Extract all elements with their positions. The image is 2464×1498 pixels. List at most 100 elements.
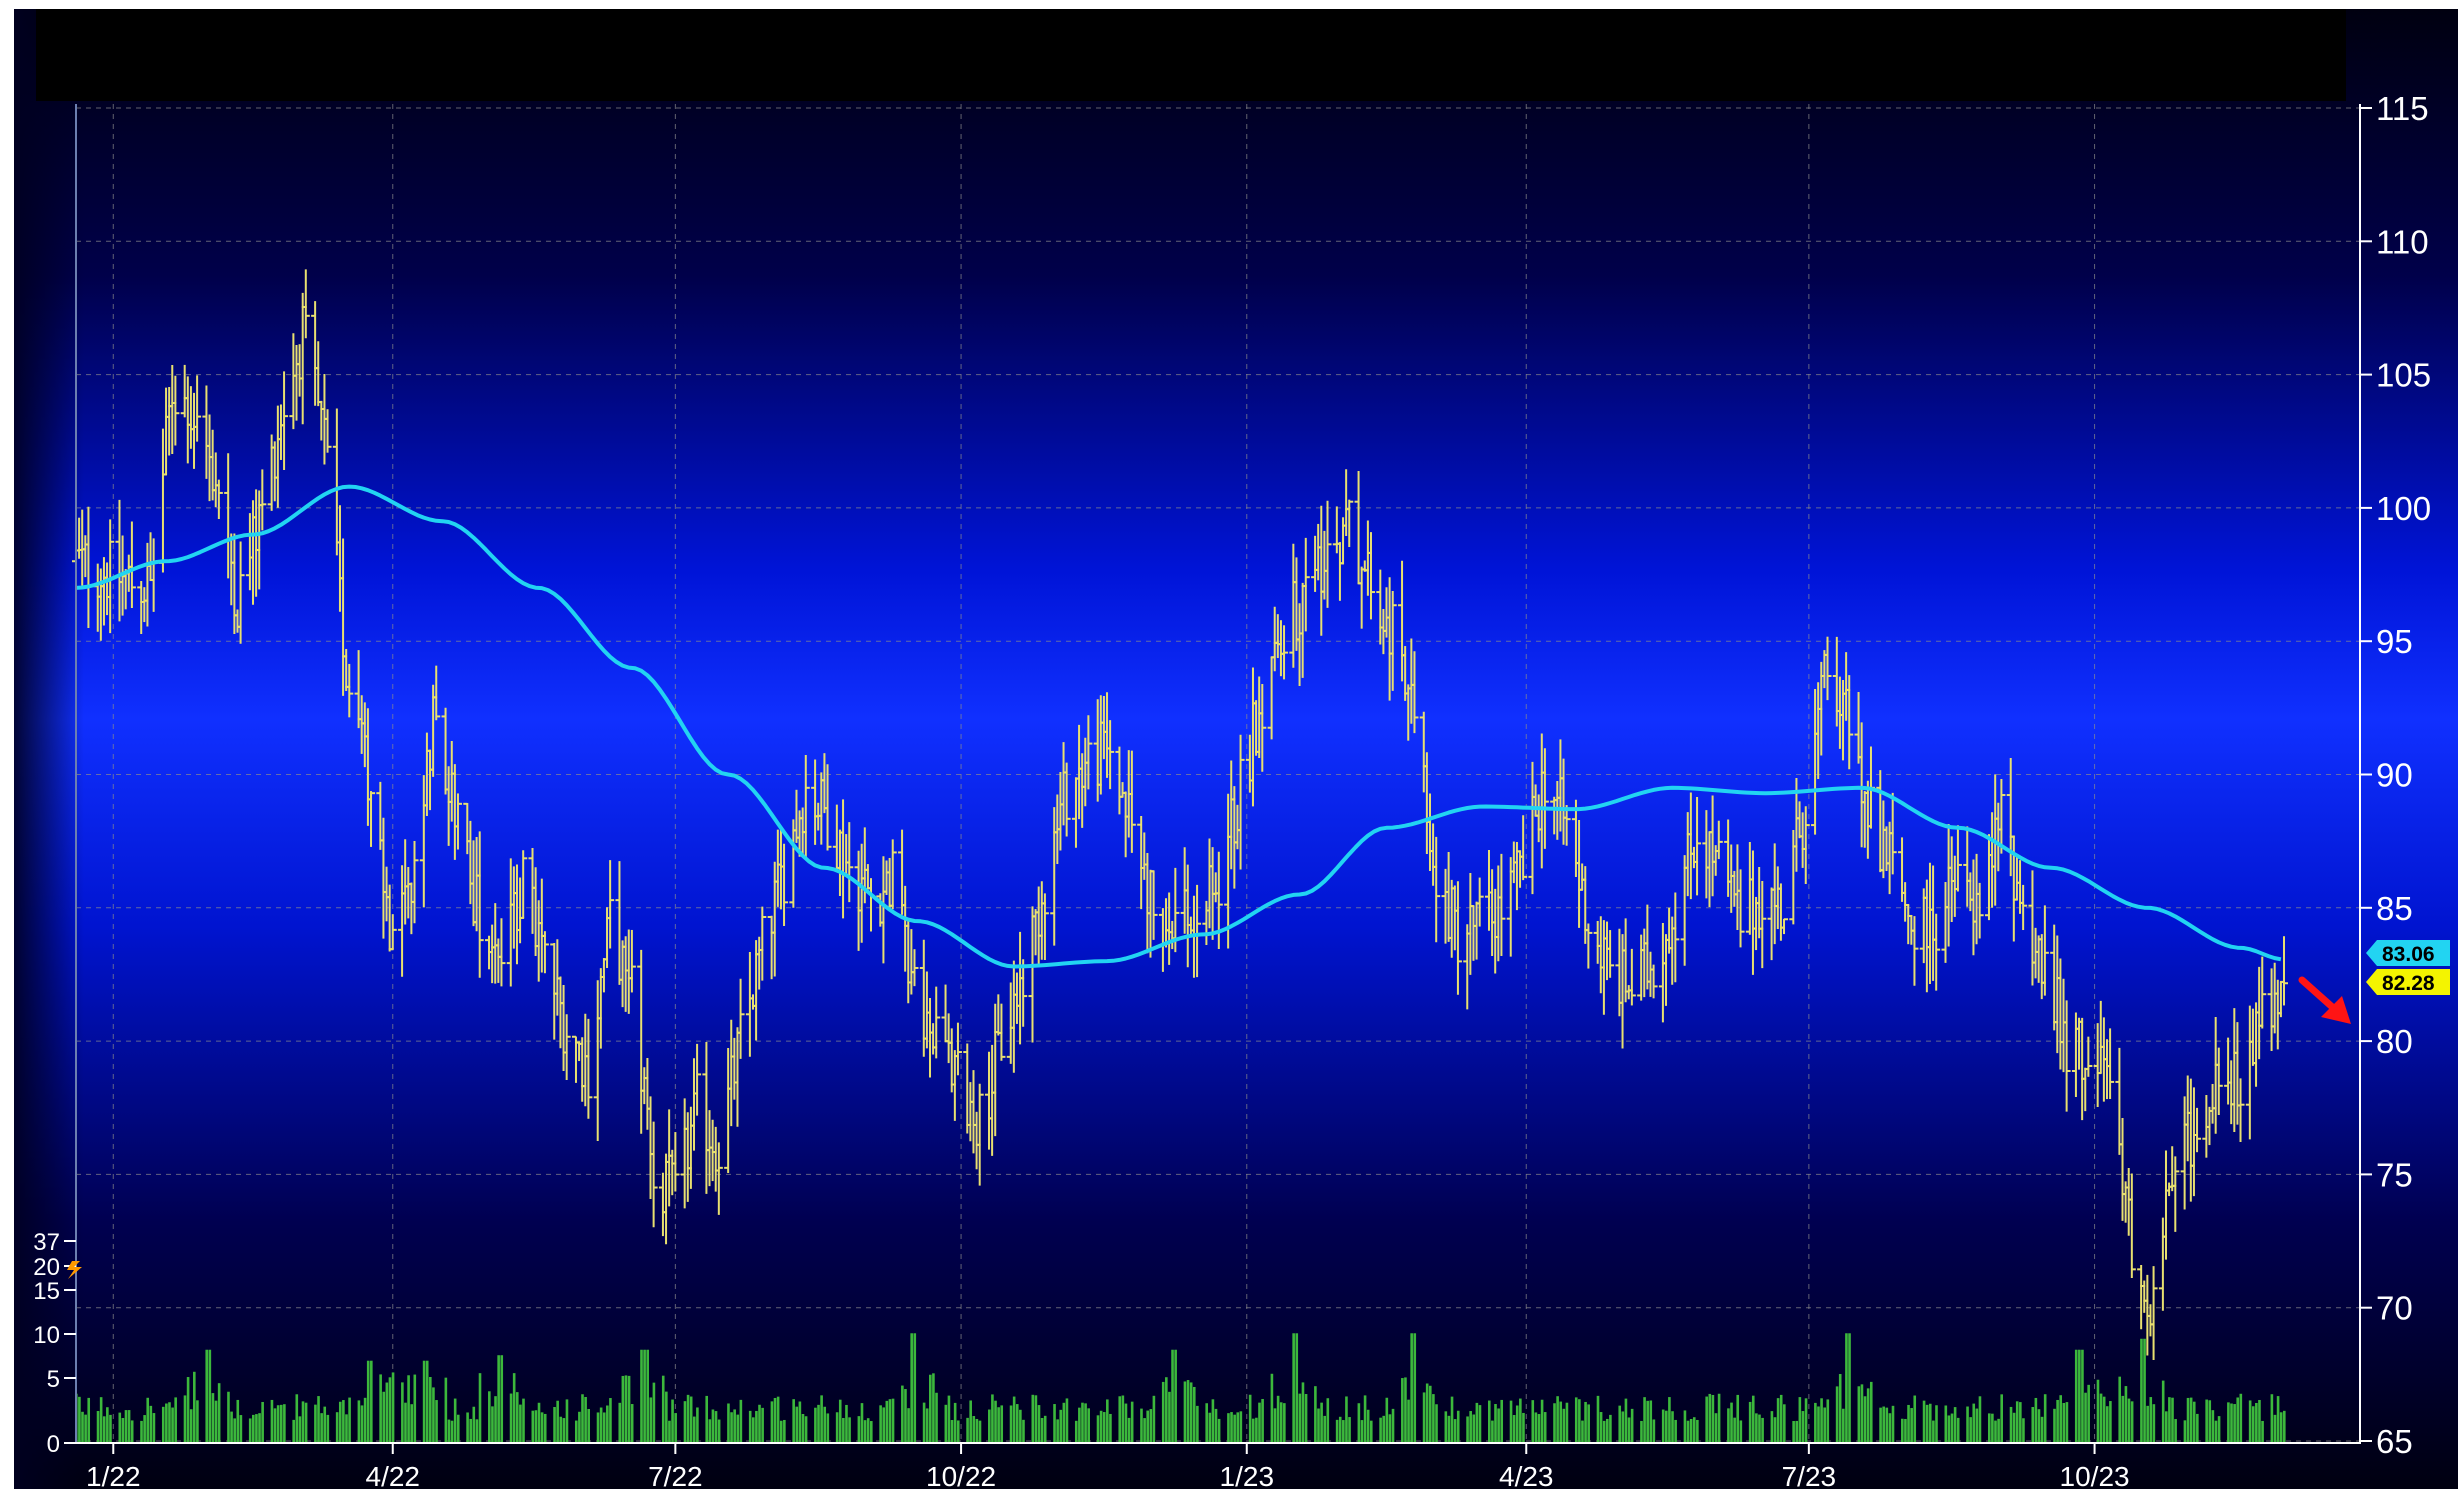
volume-bar (1761, 1417, 1764, 1443)
volume-bar (817, 1404, 820, 1443)
volume-bar (1879, 1407, 1882, 1443)
volume-bar (1779, 1394, 1783, 1443)
volume-bar (1711, 1394, 1715, 1443)
volume-bar (944, 1404, 948, 1443)
volume-bar (1792, 1421, 1795, 1443)
volume-bar (509, 1393, 513, 1443)
volume-bar (1913, 1395, 1917, 1443)
volume-bar (1860, 1384, 1864, 1443)
volume-bar (1869, 1381, 1873, 1443)
volume-bar (236, 1399, 240, 1443)
volume-bar (1587, 1404, 1590, 1443)
volume-bar (537, 1402, 541, 1443)
volume-bar (1062, 1402, 1066, 1443)
volume-bar (950, 1420, 954, 1443)
volume-bar (1447, 1415, 1451, 1443)
volume-bar (925, 1408, 929, 1443)
price-tick-label: 95 (2376, 623, 2413, 660)
volume-bar (1534, 1412, 1538, 1443)
volume-bar (146, 1397, 150, 1443)
volume-bar (1348, 1417, 1351, 1443)
volume-bar (1428, 1385, 1432, 1443)
volume-bar (1382, 1415, 1386, 1443)
volume-bar (540, 1412, 544, 1443)
volume-bar (230, 1411, 233, 1443)
volume-bar (2124, 1386, 2128, 1443)
volume-bar (1301, 1382, 1305, 1443)
volume-bar (1640, 1420, 1643, 1443)
volume-bar (1801, 1411, 1805, 1443)
volume-bar (845, 1404, 848, 1443)
volume-bar (370, 1360, 373, 1443)
volume-bar (1295, 1333, 1299, 1443)
volume-bar (2074, 1349, 2078, 1443)
volume-bar (363, 1397, 367, 1443)
volume-bar (2056, 1399, 2059, 1443)
volume-bar (857, 1416, 861, 1443)
volume-bar (304, 1402, 308, 1443)
volume-bar (814, 1407, 817, 1443)
volume-bar (360, 1405, 364, 1443)
volume-bar (2186, 1397, 2190, 1443)
volume-bar (1751, 1395, 1755, 1443)
volume-bar (227, 1391, 230, 1443)
volume-bar (106, 1407, 109, 1443)
volume-bar (2000, 1394, 2004, 1443)
volume-bar (1665, 1410, 1668, 1443)
volume-bar (2130, 1401, 2134, 1443)
volume-bar (1835, 1386, 1839, 1443)
volume-bar (2211, 1410, 2215, 1443)
volume-bar (1034, 1395, 1038, 1443)
volume-bar (1040, 1418, 1044, 1443)
volume-bar (432, 1387, 435, 1443)
volume-bar (1599, 1412, 1603, 1443)
volume-bar (1714, 1413, 1718, 1443)
date-tick-label: 7/22 (648, 1461, 703, 1489)
volume-bar (1369, 1420, 1373, 1443)
price-tick-label: 70 (2376, 1290, 2413, 1327)
volume-bar (2037, 1409, 2041, 1443)
volume-bar (1472, 1414, 1476, 1443)
volume-bar (168, 1402, 171, 1443)
volume-tick-label: 37 (33, 1229, 60, 1256)
volume-bar (1991, 1413, 1994, 1443)
volume-bar (1124, 1403, 1128, 1443)
volume-bar (1239, 1411, 1243, 1443)
volume-bar (2168, 1397, 2171, 1443)
volume-bar (208, 1349, 212, 1443)
volume-bar (891, 1398, 895, 1443)
volume-bar (1015, 1404, 1019, 1443)
volume-bar (2192, 1401, 2196, 1443)
volume-bar (758, 1404, 761, 1443)
volume-bar (453, 1398, 457, 1443)
volume-bar (1643, 1397, 1646, 1443)
volume-bar (661, 1375, 665, 1443)
volume-bar (1022, 1419, 1025, 1443)
volume-bar (2118, 1376, 2122, 1443)
volume-bar (1627, 1417, 1631, 1443)
volume-bar (606, 1405, 609, 1443)
volume-bar (671, 1399, 674, 1443)
volume-bar (2078, 1349, 2081, 1443)
volume-bar (295, 1394, 299, 1443)
volume-bar (792, 1399, 795, 1443)
volume-bar (1211, 1399, 1215, 1443)
volume-tick-label: 10 (33, 1322, 60, 1349)
volume-bar (186, 1377, 190, 1443)
volume-bar (733, 1409, 736, 1443)
volume-bar (2065, 1402, 2069, 1443)
volume-bar (1192, 1386, 1196, 1443)
volume-bar (233, 1418, 236, 1443)
volume-bar (863, 1420, 867, 1443)
volume-bar (2140, 1338, 2143, 1443)
volume-bar (994, 1400, 997, 1443)
volume-bar (1087, 1408, 1090, 1443)
volume-bar (1978, 1396, 1982, 1443)
volume-bar (301, 1401, 305, 1443)
volume-bar (1773, 1417, 1777, 1443)
volume-bar (2189, 1397, 2193, 1443)
volume-bar (469, 1418, 472, 1443)
volume-bar (559, 1416, 563, 1443)
volume-bar (1537, 1414, 1541, 1443)
volume-bar (1845, 1333, 1848, 1443)
